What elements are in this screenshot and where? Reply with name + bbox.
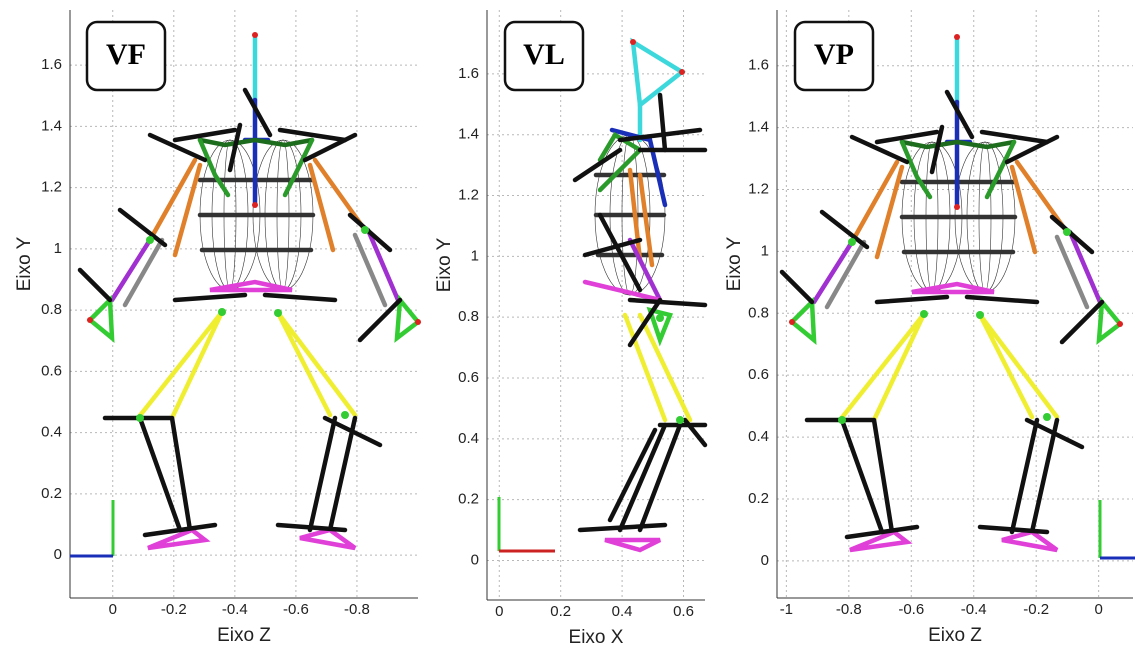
y-tick-label: 0.6 [41, 362, 62, 379]
x-tick-label: -0.8 [344, 601, 370, 618]
view-label: VL [523, 38, 565, 71]
view-label: VF [106, 38, 146, 71]
y-tick-label: 0.4 [748, 428, 769, 445]
y-tick-label: 0.4 [458, 430, 479, 447]
x-tick-label: 0.4 [612, 603, 633, 620]
skeleton-back [782, 34, 1123, 550]
y-axis-label: Eixo Y [14, 236, 35, 291]
y-tick-label: 0 [761, 552, 769, 569]
x-axis-label: Eixo Z [217, 625, 271, 646]
y-tick-label: 0 [54, 546, 62, 563]
y-tick-label: 1.6 [748, 57, 769, 74]
y-tick-label: 1.2 [748, 180, 769, 197]
y-tick-label: 1 [54, 240, 62, 257]
x-tick-label: -0.6 [898, 601, 924, 618]
x-tick-label: -0.6 [283, 601, 309, 618]
x-tick-label: 0 [1094, 601, 1102, 618]
x-axis-label: Eixo X [569, 627, 624, 648]
view-label: VP [814, 38, 854, 71]
y-axis-label: Eixo Y [724, 236, 745, 291]
x-tick-label: -0.2 [1023, 601, 1049, 618]
y-tick-label: 1.4 [41, 117, 62, 134]
y-tick-label: 1 [471, 247, 479, 264]
y-tick-label: 0.8 [748, 304, 769, 321]
y-tick-label: 0.8 [458, 308, 479, 325]
axes-layer: 0 0.2 0.4 0.6 0.8 1 1.2 1.4 1.6 0 -0.2 -0.4 -0.6 -0.8… [14, 10, 1133, 648]
y-tick-label: 1 [761, 242, 769, 259]
skeleton-side [575, 39, 705, 550]
y-tick-label: 0.2 [748, 490, 769, 507]
x-tick-label: -0.4 [222, 601, 248, 618]
figure: 0 0.2 0.4 0.6 0.8 1 1.2 1.4 1.6 0 -0.2 -0.4 -0.6 -0.8… [0, 0, 1135, 649]
y-axis-label: Eixo Y [434, 237, 455, 292]
x-tick-label: -0.8 [836, 601, 862, 618]
y-tick-label: 0.4 [41, 424, 62, 441]
y-tick-label: 0.2 [458, 491, 479, 508]
y-tick-label: 1.2 [41, 179, 62, 196]
y-tick-label: 1.2 [458, 186, 479, 203]
y-tick-label: 1.6 [458, 65, 479, 82]
x-axis-label: Eixo Z [928, 625, 982, 646]
y-tick-label: 0.6 [748, 366, 769, 383]
y-tick-label: 0 [471, 551, 479, 568]
y-tick-label: 1.4 [748, 119, 769, 136]
y-tick-label: 0.2 [41, 485, 62, 502]
x-tick-label: 0.6 [673, 603, 694, 620]
y-tick-label: 1.4 [458, 126, 479, 143]
x-tick-label: -0.4 [961, 601, 987, 618]
y-tick-label: 0.6 [458, 369, 479, 386]
y-tick-label: 1.6 [41, 56, 62, 73]
y-tick-label: 0.8 [41, 301, 62, 318]
x-tick-label: 0 [495, 603, 503, 620]
skeleton-front [80, 32, 421, 548]
x-tick-label: -1 [780, 601, 793, 618]
x-tick-label: 0.2 [550, 603, 571, 620]
x-tick-label: 0 [109, 601, 117, 618]
x-tick-label: -0.2 [161, 601, 187, 618]
